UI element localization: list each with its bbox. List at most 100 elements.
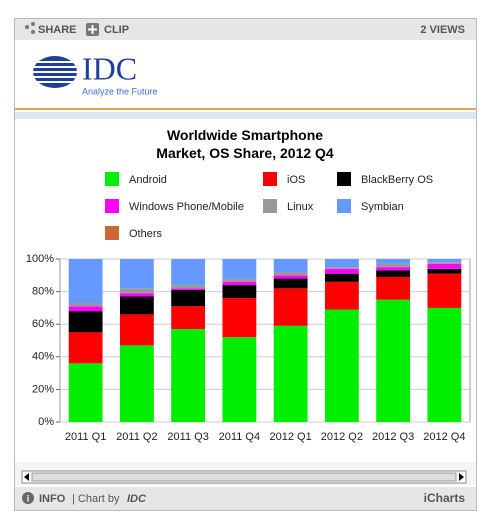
chart-by: | Chart by <box>72 493 120 505</box>
bar-segment <box>324 267 359 269</box>
band <box>15 112 476 119</box>
brand[interactable]: iCharts <box>424 491 466 505</box>
scroll-thumb[interactable] <box>31 472 457 482</box>
legend-label: Symbian <box>361 201 404 213</box>
bar-segment <box>222 259 257 279</box>
legend-label: Linux <box>287 201 314 213</box>
x-tick-label: 2012 Q1 <box>270 431 312 443</box>
bar-segment <box>324 309 359 422</box>
x-tick-label: 2012 Q2 <box>321 431 363 443</box>
bar-segment <box>119 293 154 297</box>
bar-segment <box>273 275 308 279</box>
x-tick-label: 2011 Q3 <box>167 431 208 443</box>
bar-segment <box>68 306 103 312</box>
bar-segment <box>222 281 257 286</box>
bar-segment <box>273 288 308 326</box>
legend-swatch <box>105 199 119 213</box>
bar-segment <box>376 263 411 268</box>
share-button[interactable]: SHARE <box>25 22 77 36</box>
bar-segment <box>119 288 154 294</box>
bar-segment <box>376 267 411 271</box>
bar-segment <box>68 303 103 307</box>
x-tick-label: 2012 Q4 <box>423 431 465 443</box>
y-tick-label: 20% <box>32 383 54 395</box>
y-tick-label: 100% <box>26 253 54 265</box>
y-tick-label: 60% <box>32 318 54 330</box>
bar-segment <box>324 259 359 268</box>
svg-text:i: i <box>27 493 30 503</box>
clip-button[interactable]: CLIP <box>86 23 129 36</box>
bar-segment <box>119 345 154 422</box>
bar-segment <box>273 272 308 276</box>
x-tick-label: 2012 Q3 <box>372 431 414 443</box>
bar-segment <box>119 259 154 289</box>
y-tick-label: 40% <box>32 351 54 363</box>
legend-swatch <box>105 172 119 186</box>
tagline: Analyze the Future <box>82 86 158 96</box>
logo: IDC Analyze the Future <box>30 50 158 96</box>
clip-label[interactable]: CLIP <box>104 24 129 36</box>
legend-swatch <box>263 199 277 213</box>
x-tick-label: 2011 Q4 <box>219 431 260 443</box>
bar-segment <box>171 288 206 290</box>
legend-swatch <box>263 172 277 186</box>
legend-label: Windows Phone/Mobile <box>129 201 244 213</box>
bar-segment <box>427 262 462 264</box>
scroll-right[interactable] <box>459 473 464 481</box>
legend-swatch <box>337 199 351 213</box>
bar-segment <box>171 285 206 289</box>
chart-by-brand: IDC <box>127 493 147 505</box>
bar-segment <box>119 314 154 346</box>
bar-segment <box>68 311 103 333</box>
bar-segment <box>427 259 462 263</box>
bar-segment <box>427 263 462 269</box>
bar-segment <box>171 306 206 330</box>
info-label[interactable]: INFO <box>39 493 66 505</box>
logo-text: IDC <box>82 50 137 86</box>
footer <box>15 487 476 510</box>
share-label[interactable]: SHARE <box>38 24 77 36</box>
bar-segment <box>68 332 103 364</box>
bar-segment <box>222 285 257 299</box>
legend-label: Android <box>129 174 167 186</box>
legend-swatch <box>105 226 119 240</box>
legend-label: BlackBerry OS <box>361 174 433 186</box>
x-tick-label: 2011 Q2 <box>116 431 157 443</box>
legend-label: iOS <box>287 174 305 186</box>
bar-segment <box>376 270 411 277</box>
views: 2 VIEWS <box>420 24 465 36</box>
legend-label: Others <box>129 228 163 240</box>
bar-segment <box>222 298 257 338</box>
toolbar <box>15 19 476 40</box>
bar-segment <box>324 268 359 274</box>
bar-segment <box>273 325 308 422</box>
bar-segment <box>324 273 359 282</box>
bar-segment <box>376 276 411 300</box>
chart-title: Worldwide Smartphone Market, OS Share, 20… <box>156 127 334 161</box>
bar-segment <box>68 259 103 304</box>
bar-segment <box>376 259 411 264</box>
bar-segment <box>427 273 462 308</box>
bar-segment <box>119 296 154 315</box>
y-tick-label: 0% <box>38 416 54 428</box>
bar-segment <box>273 259 308 273</box>
bar-segment <box>68 363 103 422</box>
bar-segment <box>171 329 206 422</box>
divider <box>15 108 476 110</box>
bar-segment <box>171 289 206 307</box>
legend-swatch <box>337 172 351 186</box>
bar-segment <box>222 337 257 422</box>
bar-segment <box>376 299 411 422</box>
y-tick-label: 80% <box>32 286 54 298</box>
bar-segment <box>427 307 462 422</box>
bar-segment <box>171 259 206 286</box>
info-button[interactable]: i INFO <box>22 492 66 505</box>
bar-segment <box>427 268 462 274</box>
bar-segment <box>324 281 359 310</box>
bar-segment <box>273 278 308 289</box>
bar-segment <box>222 278 257 282</box>
scroll-left[interactable] <box>24 473 29 481</box>
x-tick-label: 2011 Q1 <box>65 431 106 443</box>
